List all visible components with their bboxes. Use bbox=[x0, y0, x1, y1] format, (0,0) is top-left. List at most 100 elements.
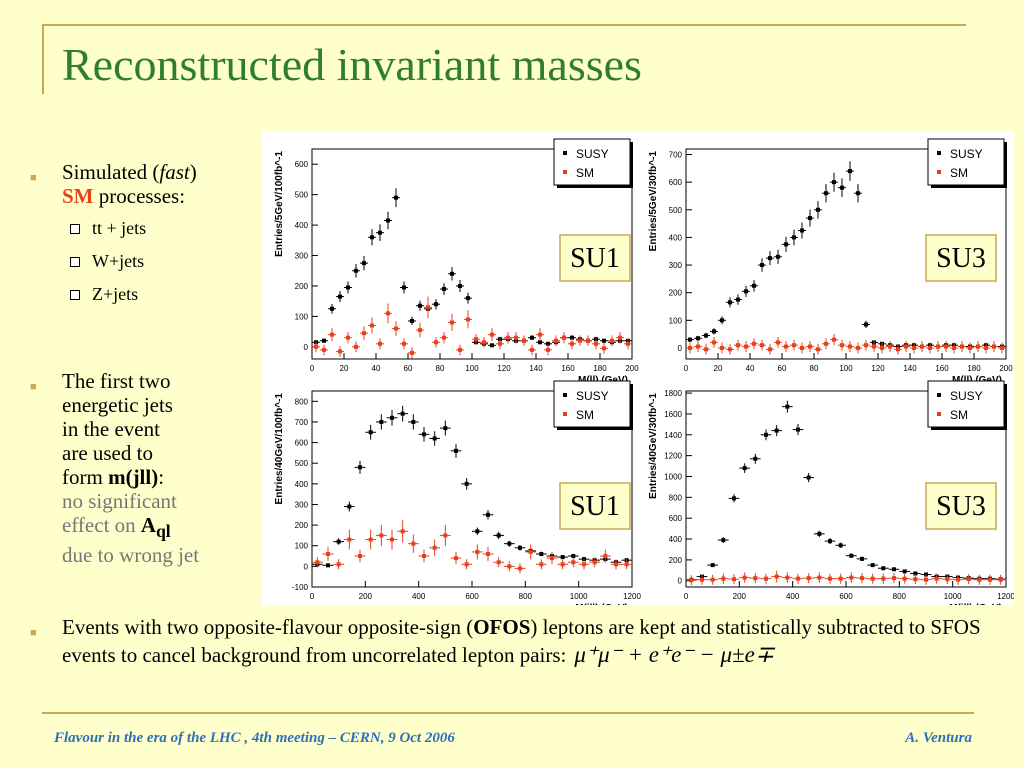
susy-point bbox=[432, 436, 437, 441]
sm-point bbox=[977, 577, 982, 582]
slide-title: Reconstructed invariant masses bbox=[62, 39, 642, 90]
y-axis-label: Entries/5GeV/30fb^-1 bbox=[648, 151, 659, 252]
susy-point bbox=[386, 218, 390, 223]
x-tick-label: 140 bbox=[529, 364, 543, 373]
su-tag-box bbox=[559, 234, 631, 282]
sm-point bbox=[322, 347, 326, 352]
sm-point bbox=[578, 338, 582, 343]
sm-point bbox=[346, 335, 350, 340]
susy-point bbox=[796, 427, 800, 432]
susy-point bbox=[710, 563, 715, 568]
sm-point bbox=[443, 533, 448, 538]
sm-point bbox=[400, 529, 405, 534]
y-tick-label: 300 bbox=[295, 252, 309, 261]
sm-point bbox=[712, 340, 716, 345]
sm-point bbox=[721, 576, 726, 581]
su-tag-label: SU3 bbox=[936, 243, 986, 274]
histogram-plot: 0 20 40 60 80 100 120 140 160 180 200 0 100 200 300 400… bbox=[274, 138, 639, 386]
x-tick-label: 800 bbox=[519, 592, 533, 601]
y-tick-label: 400 bbox=[295, 480, 309, 489]
susy-point bbox=[322, 338, 326, 343]
sm-point bbox=[560, 562, 565, 567]
legend-susy-label: SUSY bbox=[576, 147, 609, 161]
sm-point bbox=[618, 335, 622, 340]
x-tick-label: 400 bbox=[412, 592, 426, 601]
sm-point bbox=[736, 343, 740, 348]
sm-point bbox=[506, 335, 510, 340]
sm-point bbox=[450, 320, 454, 325]
sm-point bbox=[838, 576, 843, 581]
ofos-term: OFOS bbox=[473, 615, 531, 639]
effect-line: effect on bbox=[62, 513, 141, 537]
process-label: W+jets bbox=[92, 251, 145, 271]
sm-point bbox=[528, 549, 533, 554]
susy-point bbox=[704, 333, 708, 338]
sm-point bbox=[710, 577, 715, 582]
checkbox-icon bbox=[70, 289, 80, 300]
effect-line: due to wrong jet bbox=[62, 543, 200, 568]
x-tick-label: 20 bbox=[340, 364, 349, 373]
sm-point bbox=[888, 344, 892, 349]
y-tick-label: 0 bbox=[304, 562, 309, 571]
y-tick-label: 0 bbox=[304, 343, 309, 352]
sm-point bbox=[550, 556, 554, 561]
x-tick-label: 600 bbox=[839, 592, 853, 601]
sm-point bbox=[410, 350, 414, 355]
y-axis-label: Entries/40GeV/100fb^-1 bbox=[274, 393, 285, 505]
sm-point bbox=[482, 340, 486, 345]
susy-point bbox=[784, 242, 788, 247]
y-tick-label: 500 bbox=[295, 459, 309, 468]
y-tick-label: 400 bbox=[295, 221, 309, 230]
x-tick-label: 40 bbox=[746, 364, 755, 373]
sm-point bbox=[904, 344, 908, 349]
sm-point bbox=[902, 576, 907, 581]
susy-point bbox=[346, 285, 350, 290]
susy-point bbox=[422, 432, 426, 437]
sm-point bbox=[490, 332, 494, 337]
legend-sm-marker bbox=[937, 412, 941, 416]
susy-point bbox=[792, 235, 796, 240]
sm-point bbox=[394, 326, 398, 331]
bullet-jets-text: The first two energetic jets in the even… bbox=[62, 369, 199, 567]
susy-point bbox=[370, 235, 374, 240]
susy-point bbox=[732, 496, 736, 501]
susy-point bbox=[806, 475, 811, 480]
legend-susy-marker bbox=[563, 151, 567, 155]
sm-point bbox=[896, 347, 900, 352]
susy-point bbox=[458, 283, 462, 288]
x-tick-label: 200 bbox=[733, 592, 747, 601]
title-frame-left bbox=[42, 24, 44, 94]
sm-point bbox=[945, 577, 950, 582]
sm-point bbox=[764, 576, 768, 581]
checkbox-icon bbox=[70, 256, 80, 267]
susy-point bbox=[824, 191, 828, 196]
sm-point bbox=[976, 344, 980, 349]
y-tick-label: 700 bbox=[295, 418, 309, 427]
x-tick-label: 80 bbox=[810, 364, 819, 373]
y-tick-label: 400 bbox=[669, 233, 683, 242]
x-tick-label: 0 bbox=[310, 364, 315, 373]
su-tag-box bbox=[559, 482, 631, 530]
sm-point bbox=[432, 545, 437, 550]
y-tick-label: 300 bbox=[295, 500, 309, 509]
y-tick-label: 1600 bbox=[664, 410, 682, 419]
x-tick-label: 1000 bbox=[570, 592, 588, 601]
y-axis-label: Entries/40GeV/30fb^-1 bbox=[648, 393, 659, 499]
sm-point bbox=[742, 575, 747, 580]
susy-point bbox=[752, 283, 756, 288]
sm-point bbox=[912, 345, 916, 350]
susy-point bbox=[860, 556, 864, 561]
y-tick-label: 0 bbox=[678, 577, 683, 586]
susy-point bbox=[744, 289, 748, 294]
y-axis-label: Entries/5GeV/100fb^-1 bbox=[274, 151, 285, 257]
bullet-jets: ■ The first two energetic jets in the ev… bbox=[30, 369, 265, 567]
sm-point bbox=[379, 533, 384, 538]
susy-point bbox=[539, 551, 544, 556]
su-tag-box bbox=[925, 482, 997, 530]
susy-point bbox=[560, 555, 565, 560]
sm-point bbox=[934, 576, 939, 581]
sm-point bbox=[728, 347, 732, 352]
sm-point bbox=[522, 338, 526, 343]
jets-line: energetic jets bbox=[62, 393, 173, 417]
sm-point bbox=[824, 341, 828, 346]
